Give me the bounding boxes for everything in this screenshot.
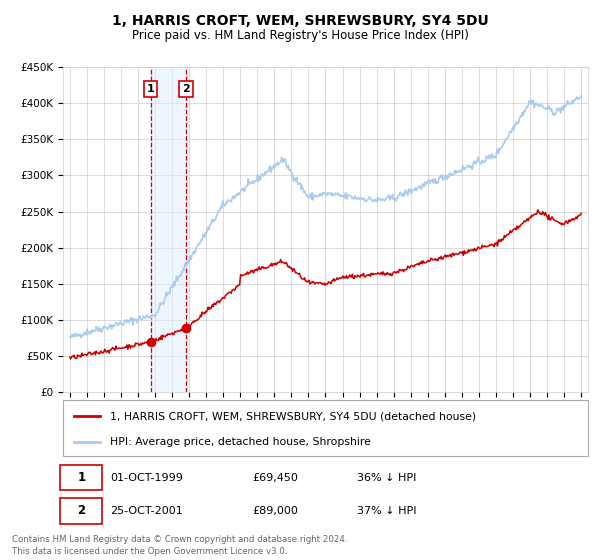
Text: 1: 1 xyxy=(147,84,155,94)
Text: 37% ↓ HPI: 37% ↓ HPI xyxy=(357,506,416,516)
Text: 01-OCT-1999: 01-OCT-1999 xyxy=(110,473,183,483)
FancyBboxPatch shape xyxy=(61,498,103,524)
Text: 1, HARRIS CROFT, WEM, SHREWSBURY, SY4 5DU: 1, HARRIS CROFT, WEM, SHREWSBURY, SY4 5D… xyxy=(112,14,488,28)
Text: £69,450: £69,450 xyxy=(252,473,298,483)
Text: £89,000: £89,000 xyxy=(252,506,298,516)
Text: 2: 2 xyxy=(77,505,85,517)
FancyBboxPatch shape xyxy=(63,400,588,456)
Text: 1: 1 xyxy=(77,471,85,484)
Text: Price paid vs. HM Land Registry's House Price Index (HPI): Price paid vs. HM Land Registry's House … xyxy=(131,29,469,42)
Text: 2: 2 xyxy=(182,84,190,94)
Text: Contains HM Land Registry data © Crown copyright and database right 2024.
This d: Contains HM Land Registry data © Crown c… xyxy=(12,535,347,556)
Bar xyxy=(151,67,186,392)
Text: 36% ↓ HPI: 36% ↓ HPI xyxy=(357,473,416,483)
Text: 25-OCT-2001: 25-OCT-2001 xyxy=(110,506,183,516)
Text: HPI: Average price, detached house, Shropshire: HPI: Average price, detached house, Shro… xyxy=(110,437,371,447)
FancyBboxPatch shape xyxy=(61,465,103,491)
Text: 1, HARRIS CROFT, WEM, SHREWSBURY, SY4 5DU (detached house): 1, HARRIS CROFT, WEM, SHREWSBURY, SY4 5D… xyxy=(110,411,476,421)
